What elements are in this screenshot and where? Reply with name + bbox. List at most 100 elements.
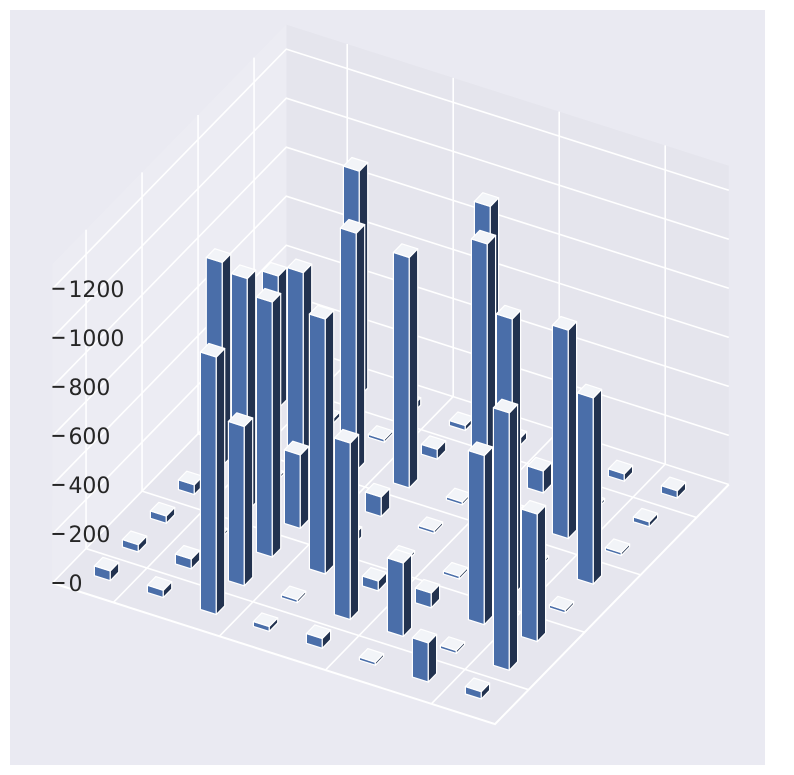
bar-face-top: [339, 218, 366, 234]
bar-face-top: [146, 575, 173, 591]
bar-face-right: [408, 248, 419, 489]
bar-face-right: [324, 309, 335, 575]
z-tick-label-4: 800: [68, 376, 110, 401]
wall-gridline-5: [51, 97, 730, 339]
bar-5-5: [339, 218, 366, 472]
bar-face-top: [417, 516, 444, 532]
floor-front-edges: [52, 483, 730, 726]
bar-1-0: [411, 628, 438, 683]
bar-face-right: [508, 403, 519, 671]
wall-gridline-6: [51, 48, 730, 290]
bar-face-top: [386, 548, 413, 564]
bar-face-top: [333, 428, 360, 444]
bar-face-top: [342, 156, 369, 172]
bar-0-6: [632, 507, 659, 528]
bar-4-6: [420, 435, 447, 460]
bar-3-0: [305, 624, 332, 649]
z-tick-label-0: 0: [68, 572, 82, 597]
bar-5-2: [255, 287, 282, 558]
bar-face-left: [411, 637, 429, 683]
bar-face-left: [227, 420, 245, 587]
bar-face-left: [392, 251, 410, 489]
bar-face-top: [308, 304, 335, 320]
bar-1-2: [467, 441, 494, 626]
bar-face-top: [660, 476, 687, 492]
bar-face-top: [367, 425, 394, 440]
bar-face-top: [149, 501, 176, 517]
bar-face-left: [467, 449, 485, 626]
bar-2-6: [526, 456, 553, 494]
bars: [93, 156, 687, 700]
bar-face-top: [121, 530, 148, 546]
bar-face-top: [411, 628, 438, 644]
bar-face-top: [286, 258, 313, 274]
bar-face-top: [255, 287, 282, 303]
wall-gridline-3: [51, 195, 730, 437]
bar-face-top: [492, 398, 519, 414]
bar-face-top: [205, 248, 232, 263]
bar-face-top: [548, 595, 575, 611]
bar-face-top: [414, 578, 441, 594]
bar-face-top: [227, 412, 254, 428]
bar-face-top: [252, 612, 279, 628]
bar-face-right: [567, 321, 578, 540]
bar-face-left: [255, 296, 273, 558]
bar-5-1: [227, 412, 254, 587]
bar-face-left: [283, 449, 301, 530]
bar-5-3: [283, 440, 310, 530]
bar-face-left: [333, 437, 351, 621]
bar-face-top: [464, 677, 491, 693]
bar-face-top: [607, 459, 634, 475]
bar-face-right: [271, 292, 282, 558]
bar-face-top: [358, 647, 385, 663]
bar-face-top: [576, 383, 603, 399]
bar-7-1: [121, 530, 148, 553]
bar-2-2: [414, 578, 441, 609]
bar-3-4: [417, 516, 444, 535]
z-tick-label-3: 600: [68, 425, 110, 450]
bar-0-4: [576, 383, 603, 585]
bar-face-left: [286, 267, 304, 455]
z-tick-label-5: 1000: [68, 327, 124, 352]
bar-face-top: [551, 315, 578, 331]
bar-face-left: [492, 407, 510, 671]
bar-face-left: [576, 392, 594, 585]
bar-face-right: [243, 417, 254, 587]
bar-3-2: [361, 566, 388, 592]
bar-face-top: [174, 544, 201, 560]
bar-face-top: [526, 456, 553, 472]
wall-gridline-2: [51, 244, 730, 486]
bar-0-3: [548, 595, 575, 614]
bar-face-top: [470, 229, 497, 245]
bar-6-0: [146, 575, 173, 599]
bar-face-right: [536, 504, 547, 643]
z-tick-label-6: 1200: [68, 278, 124, 303]
bar-face-right: [402, 553, 413, 638]
bar-face-right: [592, 388, 603, 585]
bar-0-2: [520, 499, 547, 643]
bar-0-1: [492, 398, 519, 671]
bar-4-5: [392, 243, 419, 489]
floor-gridline-j-0: [85, 547, 529, 691]
bar-6-1: [174, 544, 201, 570]
bar-4-1: [280, 585, 307, 604]
bar-7-0: [93, 556, 120, 582]
bar-0-7: [660, 476, 687, 499]
bar-1-5: [551, 315, 578, 540]
bar-face-right: [483, 446, 494, 626]
bar-7-2: [149, 501, 176, 524]
bar-face-right: [349, 433, 360, 621]
bar-face-top: [199, 342, 226, 358]
wall-gridline-4: [51, 146, 730, 388]
bar-2-0: [358, 647, 385, 666]
z-axis-ticks: 0 200 400 600 800 1000 1200: [52, 278, 124, 597]
bar-face-left: [520, 508, 538, 643]
bar-face-top: [392, 243, 419, 259]
bar-4-4: [364, 482, 391, 518]
bar-face-right: [215, 347, 226, 616]
bar-3-1: [333, 428, 360, 621]
bar-face-top: [495, 304, 522, 320]
bar-face-top: [467, 441, 494, 457]
